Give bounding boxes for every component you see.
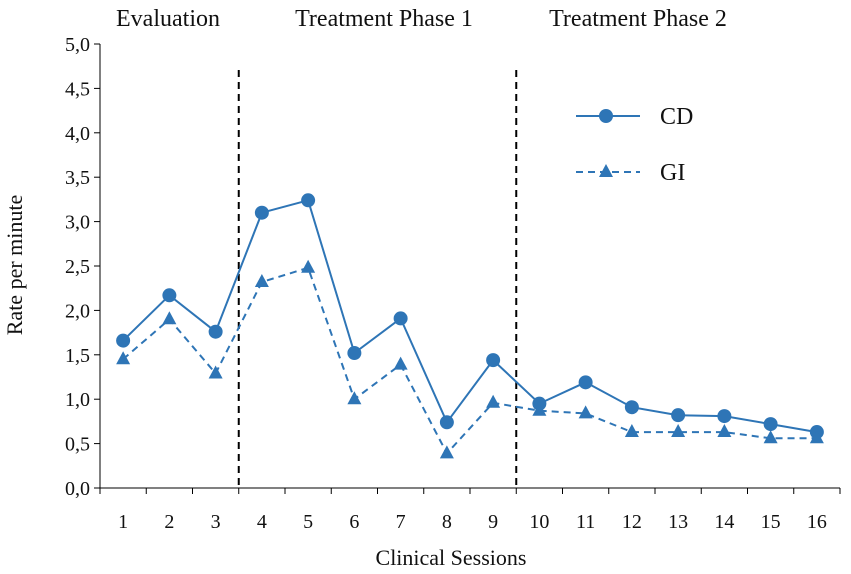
x-tick-label: 12 [622,511,642,533]
x-tick-label: 2 [164,511,174,533]
legend-label-gi: GI [660,160,685,186]
y-tick-label: 1,0 [65,389,90,411]
series-line-cd [122,199,818,434]
data-point-gi [116,351,131,365]
data-point-cd [208,324,223,339]
data-point-cd [116,333,131,348]
data-point-gi [254,273,269,287]
x-tick-label: 4 [257,511,267,533]
data-point-cd [671,408,686,423]
x-tick-label: 3 [211,511,221,533]
data-point-cd [717,409,732,424]
phase-labels: Evaluation Treatment Phase 1 Treatment P… [116,6,727,32]
series-layer [116,193,824,459]
y-tick-label: 5,0 [65,34,90,56]
legend-marker-gi [599,164,613,177]
data-point-cd [486,353,501,368]
legend-marker-cd [599,109,613,123]
y-tick-label: 3,0 [65,212,90,234]
data-point-gi [301,259,316,273]
x-tick-label: 8 [442,511,452,533]
data-point-gi [717,424,732,438]
data-point-cd [624,400,639,415]
phase-label-treatment-1: Treatment Phase 1 [295,6,473,32]
x-tick-label: 9 [488,511,498,533]
x-tick-label: 7 [396,511,406,533]
y-tick-label: 0,0 [65,478,90,500]
y-tick-label: 4,0 [65,123,90,145]
data-point-gi [624,424,639,438]
data-point-gi [347,391,362,405]
data-point-gi [162,311,177,325]
data-point-cd [254,205,269,220]
data-point-cd [347,346,362,361]
data-point-gi [486,394,501,408]
data-point-gi [393,356,408,370]
data-point-cd [763,417,778,432]
x-tick-label: 16 [807,511,827,533]
data-point-cd [393,311,408,326]
x-tick-label: 10 [529,511,549,533]
data-point-cd [578,375,593,390]
y-tick-label: 3,5 [65,167,90,189]
axes: 0,00,51,01,52,02,53,03,54,04,55,01 2 3 4 5 6 7… [65,34,841,533]
x-tick-label: 15 [761,511,781,533]
x-tick-label: 11 [576,511,595,533]
legend-label-cd: CD [660,104,693,130]
data-point-gi [671,424,686,438]
y-axis-title: Rate per minute [2,195,27,336]
y-tick-label: 4,5 [65,78,90,100]
phase-label-evaluation: Evaluation [116,6,220,32]
x-tick-label: 6 [349,511,359,533]
y-tick-label: 2,5 [65,256,90,278]
data-point-gi [763,430,778,444]
series-line-gi [122,266,817,456]
data-point-cd [439,415,454,430]
data-point-cd [301,193,316,208]
y-tick-label: 1,5 [65,345,90,367]
data-point-gi [532,402,547,416]
x-tick-label: 5 [303,511,313,533]
x-tick-label: 14 [714,511,734,533]
data-point-gi [439,445,454,459]
phase-label-treatment-2: Treatment Phase 2 [549,6,727,32]
legend: CD GI [576,104,693,186]
data-point-cd [162,288,177,303]
data-point-gi [809,430,824,444]
data-point-gi [578,405,593,419]
x-axis-title: Clinical Sessions [376,545,527,570]
x-tick-label: 1 [118,511,128,533]
phase-dividers [237,70,518,488]
y-tick-label: 2,0 [65,300,90,322]
y-tick-label: 0,5 [65,434,90,456]
data-point-gi [208,365,223,379]
x-tick-label: 13 [668,511,688,533]
